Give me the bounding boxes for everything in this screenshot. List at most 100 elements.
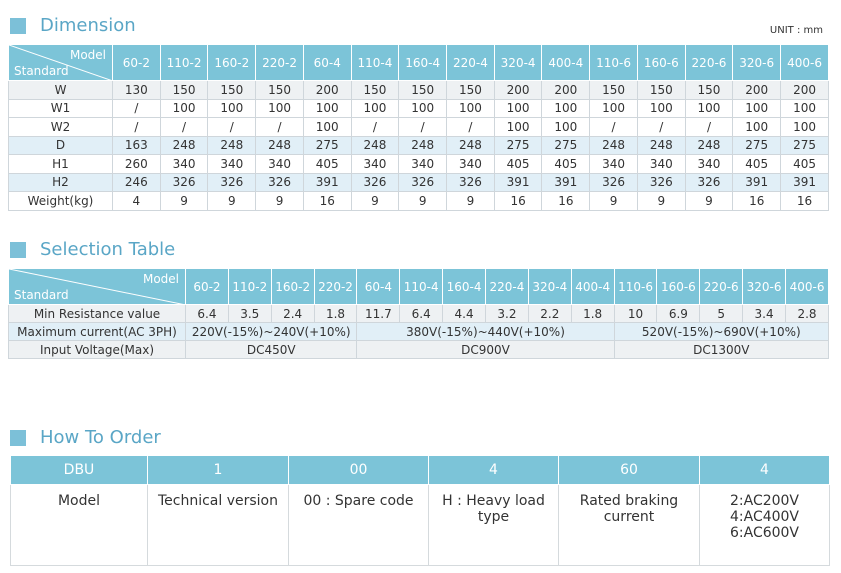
order-code: 60 [558,455,700,485]
row-label: H1 [8,154,113,174]
cell: 248 [589,135,638,155]
cell: 16 [302,191,352,211]
cell: 150 [398,80,448,100]
heading-icon [10,429,26,446]
cell: 4.4 [442,304,487,323]
cell: / [112,117,161,137]
cell: 100 [541,117,591,137]
order-code: 1 [147,455,289,485]
order-code: DBU [10,455,148,485]
cell: 150 [589,80,638,100]
column-header: 400-4 [570,268,615,305]
heading-icon [10,17,26,34]
dimension-table: Model Standard 60-2 110-2 160-2 220-2 60-4 110-… [8,44,829,211]
cell: 6.4 [399,304,444,323]
cell: 100 [589,98,638,118]
order-description: 2:AC200V 4:AC400V 6:AC600V [699,484,830,566]
cell: 326 [684,172,734,192]
order-description: Technical version [147,484,289,566]
unit-label: UNIT : mm [769,25,823,36]
column-header: 220-2 [255,44,304,81]
cell: 391 [541,172,591,192]
cell: 3.5 [227,304,272,323]
cell: DC1300V [613,340,830,359]
cell: 9 [350,191,400,211]
model-label: Model [142,272,179,286]
section-heading: Dimension [10,15,136,36]
cell: 9 [255,191,304,211]
column-header: 160-4 [398,44,448,81]
cell: 248 [350,135,400,155]
cell: 10 [613,304,658,323]
cell: 9 [636,191,686,211]
row-label: W1 [8,98,113,118]
heading-icon [10,241,26,258]
cell: 275 [732,135,782,155]
cell: 391 [302,172,352,192]
cell: 9 [159,191,209,211]
cell: 9 [398,191,448,211]
cell: 150 [207,80,257,100]
row: Input Voltage(Max) DC450V DC900V DC1300V [8,340,830,359]
column-header: 220-2 [313,268,358,305]
row: Weight(kg) 4 9 9 9 16 9 9 9 16 16 9 9 9 16 16 [8,191,829,211]
section-heading: How To Order [10,427,161,448]
cell: 100 [493,117,543,137]
column-header: 110-4 [399,268,444,305]
row-label: Maximum current(AC 3PH) [8,322,186,341]
row-label: Min Resistance value [8,304,186,323]
row-label: Input Voltage(Max) [8,340,186,359]
cell: 326 [636,172,686,192]
row: Maximum current(AC 3PH) 220V(-15%)~240V(+… [8,322,830,341]
cell: 2.8 [785,304,829,323]
cell: 3.2 [485,304,529,323]
header-row: Model Standard 60-2 110-2 160-2 220-2 60-4 110-… [8,268,829,305]
cell: 405 [780,154,829,174]
cell: 150 [159,80,209,100]
cell: 1.8 [313,304,358,323]
cell: 100 [780,98,829,118]
cell: 100 [302,98,352,118]
row: Min Resistance value 6.4 3.5 2.4 1.8 11.7 6.4 4… [8,304,829,323]
row-label: D [8,135,113,155]
cell: 200 [302,80,352,100]
cell: / [159,117,209,137]
cell: 340 [255,154,304,174]
cell: / [207,117,257,137]
cell: 326 [159,172,209,192]
cell: 100 [636,98,686,118]
cell: 11.7 [356,304,401,323]
row: H2 246 326 326 326 391 326 326 326 391 391 326 326 32… [8,172,829,192]
cell: 248 [207,135,257,155]
column-header: 220-6 [684,44,734,81]
cell: 9 [446,191,495,211]
cell: 340 [207,154,257,174]
order-description: Model [10,484,148,566]
cell: / [255,117,304,137]
cell: 391 [493,172,543,192]
cell: 340 [636,154,686,174]
column-header: 320-4 [493,44,543,81]
column-header: 60-4 [302,44,352,81]
row: W1/100 100 100 100 100 100 100 100 100 100 100 100 1… [8,98,829,118]
standard-label: Standard [14,64,69,78]
cell: 100 [541,98,591,118]
header-corner: Model Standard [8,44,113,81]
cell: 405 [541,154,591,174]
diagonal [9,269,186,305]
row: W2// //100///100 100///100 100 [8,117,829,137]
order-code: 00 [288,455,429,485]
cell: 391 [780,172,829,192]
section-heading: Selection Table [10,239,175,260]
cell: 326 [589,172,638,192]
cell: 326 [398,172,448,192]
cell: 100 [732,98,782,118]
column-header: 110-6 [613,268,658,305]
cell: 100 [398,98,448,118]
header-corner: Model Standard [8,268,186,305]
column-header: 60-2 [112,44,161,81]
cell: 100 [446,98,495,118]
column-header: 110-2 [159,44,209,81]
cell: 275 [780,135,829,155]
column-header: 110-6 [589,44,638,81]
